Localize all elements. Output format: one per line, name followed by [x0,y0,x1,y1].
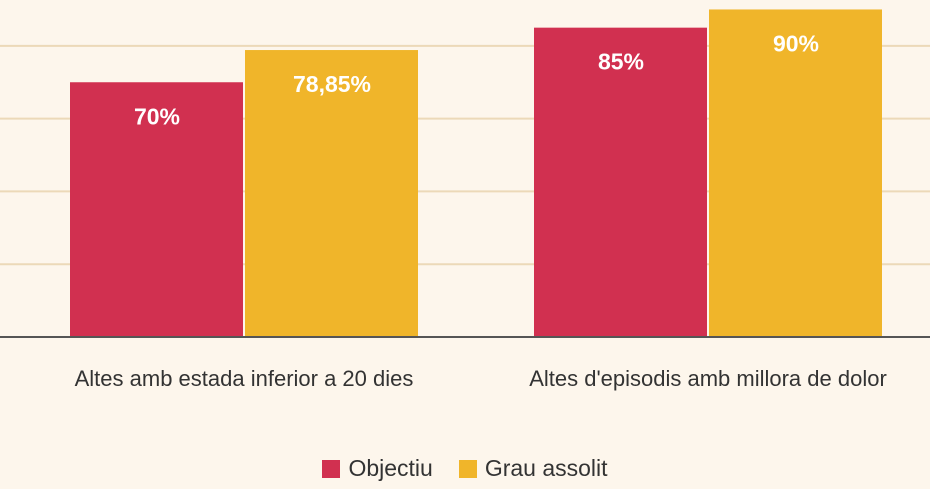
bar [709,9,882,338]
legend-label: Objectiu [348,455,433,481]
value-label: 70% [134,103,180,129]
legend: Objectiu Grau assolit [0,455,930,482]
value-label: 78,85% [293,71,371,97]
bar [70,82,243,337]
legend-item: Objectiu [322,455,433,482]
bar [534,27,707,337]
legend-swatch [322,459,341,478]
legend-label: Grau assolit [484,455,608,481]
legend-item: Grau assolit [458,455,608,482]
value-label: 85% [598,49,644,75]
x-tick-label: Altes amb estada inferior a 20 dies [74,366,414,391]
bar [245,50,418,337]
x-tick-label: Altes d'episodis amb millora de dolor [529,366,887,391]
value-label: 90% [773,31,819,57]
legend-swatch [458,459,477,478]
